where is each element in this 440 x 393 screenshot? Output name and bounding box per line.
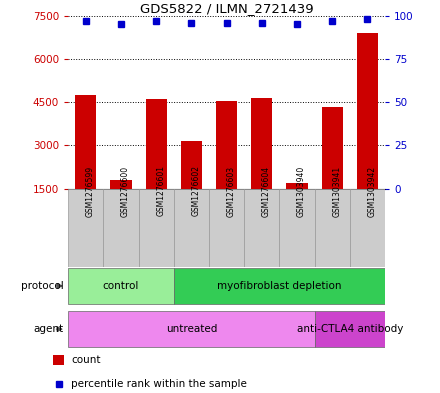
Bar xyxy=(315,189,350,267)
Bar xyxy=(53,355,64,365)
Text: count: count xyxy=(71,355,101,365)
Text: GSM1276600: GSM1276600 xyxy=(121,165,130,217)
Bar xyxy=(103,189,139,267)
Bar xyxy=(357,33,378,232)
Bar xyxy=(279,189,315,267)
Text: GSM1276603: GSM1276603 xyxy=(227,165,235,217)
Text: untreated: untreated xyxy=(166,324,217,334)
Text: myofibroblast depletion: myofibroblast depletion xyxy=(217,281,341,291)
Text: GSM1276601: GSM1276601 xyxy=(156,165,165,217)
Bar xyxy=(68,268,174,304)
Bar xyxy=(350,189,385,267)
Text: GSM1276604: GSM1276604 xyxy=(262,165,271,217)
Text: agent: agent xyxy=(34,324,64,334)
Bar xyxy=(110,180,132,232)
Bar xyxy=(251,98,272,232)
Text: anti-CTLA4 antibody: anti-CTLA4 antibody xyxy=(297,324,403,334)
Bar xyxy=(181,141,202,232)
Bar xyxy=(174,189,209,267)
Bar xyxy=(216,101,237,232)
Text: percentile rank within the sample: percentile rank within the sample xyxy=(71,379,247,389)
Text: protocol: protocol xyxy=(21,281,64,291)
Title: GDS5822 / ILMN_2721439: GDS5822 / ILMN_2721439 xyxy=(140,2,313,15)
Bar xyxy=(315,311,385,347)
Text: GSM1303940: GSM1303940 xyxy=(297,165,306,217)
Bar xyxy=(244,189,279,267)
Bar xyxy=(174,268,385,304)
Bar xyxy=(322,107,343,232)
Bar xyxy=(75,95,96,232)
Bar xyxy=(209,189,244,267)
Bar xyxy=(139,189,174,267)
Text: control: control xyxy=(103,281,139,291)
Bar xyxy=(68,311,315,347)
Bar xyxy=(68,189,103,267)
Text: GSM1303942: GSM1303942 xyxy=(367,165,376,217)
Text: GSM1303941: GSM1303941 xyxy=(332,165,341,217)
Text: GSM1276599: GSM1276599 xyxy=(86,165,95,217)
Text: GSM1276602: GSM1276602 xyxy=(191,165,200,217)
Bar xyxy=(286,183,308,232)
Bar xyxy=(146,99,167,232)
